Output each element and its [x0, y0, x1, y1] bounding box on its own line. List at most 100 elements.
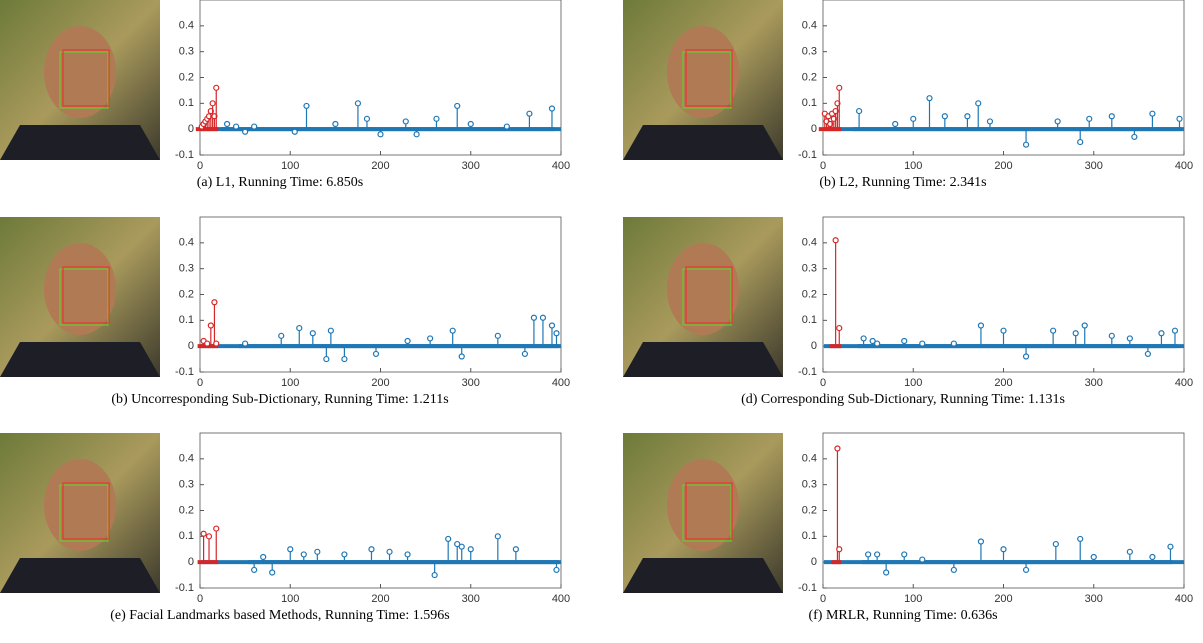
- stem-marker: [314, 548, 321, 555]
- x-tick-label: 300: [1085, 377, 1103, 389]
- y-tick-label: 0.3: [179, 263, 194, 275]
- stem-marker: [260, 553, 267, 561]
- y-tick-label: 0: [188, 556, 194, 568]
- axes-box: [822, 216, 1185, 373]
- x-tick-label: 0: [820, 377, 826, 389]
- stem-marker: [1167, 543, 1174, 550]
- box-red: [62, 266, 110, 324]
- y-tick-label: -0.1: [175, 366, 194, 378]
- stem-marker: [521, 350, 529, 358]
- stem-marker: [404, 551, 411, 558]
- suit: [0, 125, 160, 160]
- stem-marker: [200, 530, 207, 537]
- box-green: [59, 51, 109, 109]
- stem-marker: [834, 445, 841, 452]
- y-tick-label: 0.1: [179, 314, 194, 326]
- y-tick-label: 0.3: [179, 479, 194, 491]
- stem-marker: [950, 566, 957, 574]
- stem-marker: [1022, 353, 1030, 360]
- stem-marker: [368, 546, 375, 553]
- axes-box: [199, 216, 562, 373]
- stem-marker: [309, 330, 316, 337]
- x-tick-label: 200: [371, 160, 389, 172]
- x-tick-label: 400: [552, 377, 570, 389]
- stem-marker: [975, 100, 982, 107]
- suit: [0, 558, 160, 593]
- stem-marker: [205, 533, 213, 540]
- y-tick-label: 0.2: [802, 71, 817, 83]
- stem-marker: [1054, 118, 1061, 125]
- x-tick-label: 300: [462, 377, 480, 389]
- y-tick-label: 0.1: [802, 530, 817, 542]
- x-tick-label: 300: [462, 593, 480, 605]
- stem-marker: [919, 340, 926, 347]
- stem-marker: [1000, 546, 1007, 553]
- box-green: [59, 268, 109, 326]
- stem-marker: [986, 118, 994, 125]
- stem-marker: [1126, 548, 1133, 555]
- stem-marker: [1171, 327, 1179, 334]
- y-tick-label: 0.3: [802, 263, 817, 275]
- box-red: [685, 482, 733, 540]
- stem-marker: [512, 546, 519, 553]
- y-tick-label: 0.3: [802, 479, 817, 491]
- stem-marker: [919, 556, 926, 563]
- stem-marker: [454, 102, 461, 110]
- stem-marker: [213, 84, 220, 91]
- stem-marker: [553, 566, 560, 574]
- stem-marker: [296, 324, 303, 332]
- stem-marker: [278, 332, 285, 339]
- x-tick-label: 200: [371, 593, 389, 605]
- stem-marker: [363, 115, 371, 122]
- stem-marker: [1144, 350, 1152, 358]
- y-tick-label: -0.1: [798, 149, 817, 161]
- stem-marker: [467, 120, 474, 128]
- y-tick-label: 0.1: [179, 97, 194, 109]
- stem-marker: [1108, 332, 1115, 339]
- axes-box: [822, 0, 1185, 156]
- stem-marker: [901, 337, 908, 345]
- stem-marker: [1149, 110, 1156, 117]
- stem-marker: [503, 123, 510, 130]
- caption: (f) MRLR, Running Time: 0.636s: [808, 608, 997, 623]
- x-tick-label: 0: [197, 377, 203, 389]
- stem-marker: [327, 327, 334, 334]
- stem-marker: [449, 327, 456, 334]
- y-tick-label: 0.3: [179, 46, 194, 58]
- stem-marker: [1131, 133, 1138, 141]
- stem-marker: [1072, 330, 1079, 337]
- face: [44, 243, 116, 335]
- x-tick-label: 400: [1175, 377, 1193, 389]
- box-red: [685, 266, 733, 324]
- stem-marker: [553, 330, 560, 337]
- stem-marker: [354, 100, 362, 107]
- stem-marker: [303, 102, 310, 110]
- stem-marker: [1077, 535, 1084, 543]
- face: [44, 459, 116, 551]
- x-tick-label: 100: [904, 593, 922, 605]
- stem-marker: [1022, 566, 1030, 574]
- x-tick-label: 100: [904, 377, 922, 389]
- y-tick-label: 0.4: [179, 237, 194, 249]
- stem-marker: [233, 123, 240, 130]
- face: [667, 459, 739, 551]
- stem-marker: [832, 237, 839, 244]
- x-tick-label: 100: [904, 160, 922, 172]
- x-tick-label: 100: [281, 377, 299, 389]
- stem-marker: [1126, 335, 1133, 342]
- suit: [623, 558, 783, 593]
- stem-marker: [377, 131, 384, 138]
- box-green: [682, 51, 732, 109]
- y-tick-label: 0.4: [802, 20, 817, 32]
- stem-marker: [204, 340, 211, 347]
- stem-marker: [977, 538, 985, 545]
- stem-marker: [211, 299, 218, 306]
- caption: (b) Uncorresponding Sub-Dictionary, Runn…: [111, 392, 448, 407]
- x-tick-label: 400: [1175, 160, 1193, 172]
- stem-marker: [1158, 330, 1165, 337]
- stem-marker: [964, 113, 971, 120]
- stem-marker: [874, 551, 881, 558]
- y-tick-label: -0.1: [798, 366, 817, 378]
- stem-marker: [836, 324, 843, 332]
- stem-marker: [1086, 115, 1093, 122]
